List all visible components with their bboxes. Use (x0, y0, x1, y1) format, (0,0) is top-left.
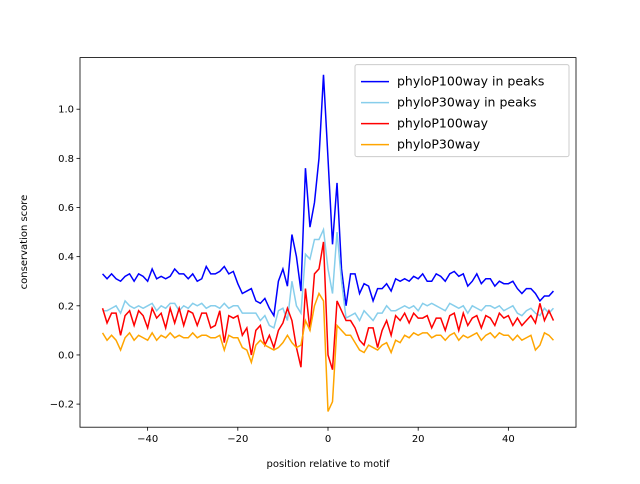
legend-label: phyloP100way in peaks (397, 74, 544, 89)
x-tick-label: 20 (412, 434, 425, 445)
legend-box (354, 64, 570, 158)
series-line (102, 226, 555, 330)
y-axis-label: conservation score (19, 195, 30, 290)
x-axis-label: position relative to motif (267, 459, 390, 470)
legend-label: phyloP100way (397, 116, 489, 131)
x-tick-label: 40 (502, 434, 515, 445)
y-tick-label: 0.8 (58, 154, 74, 165)
legend-label: phyloP30way in peaks (397, 95, 536, 110)
x-tick-label: −40 (137, 434, 158, 445)
y-tick-label: 0.0 (58, 350, 74, 361)
legend-label: phyloP30way (397, 137, 481, 152)
y-tick-label: −0.2 (50, 400, 74, 411)
y-tick-label: 0.2 (58, 301, 74, 312)
series-line (101, 291, 555, 412)
x-tick-label: −20 (227, 434, 248, 445)
series-line (101, 74, 555, 318)
series-line (101, 241, 555, 370)
y-tick-label: 0.6 (58, 203, 74, 214)
x-tick-label: 0 (325, 434, 331, 445)
y-tick-label: 0.4 (58, 252, 74, 263)
plot-frame (79, 57, 577, 428)
y-tick-label: 1.0 (58, 105, 74, 116)
